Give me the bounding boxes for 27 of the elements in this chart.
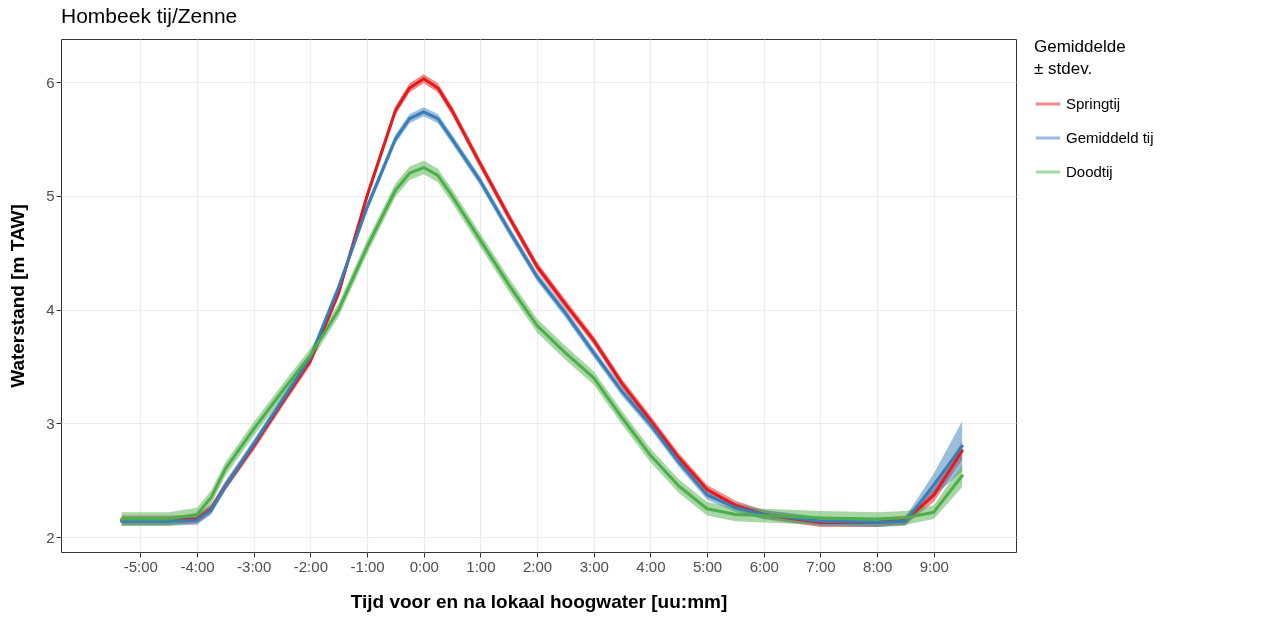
x-tick-label: 0:00 <box>409 557 439 575</box>
y-tick-label: 3 <box>46 414 55 432</box>
x-axis-title: Tijd voor en na lokaal hoogwater [uu:mm] <box>350 590 728 612</box>
y-tick-label: 5 <box>46 187 55 205</box>
x-tick-label: 6:00 <box>749 557 779 575</box>
x-tick-label: -4:00 <box>180 557 215 575</box>
legend-label: Gemiddeld tij <box>1066 129 1154 146</box>
x-tick-label: 1:00 <box>466 557 496 575</box>
chart-title: Hombeek tij/Zenne <box>61 4 238 27</box>
y-tick-label: 4 <box>46 301 55 319</box>
x-tick-label: -5:00 <box>123 557 158 575</box>
x-tick-label: 2:00 <box>522 557 553 575</box>
x-tick-label: 7:00 <box>806 557 836 575</box>
x-tick-label: -3:00 <box>237 557 272 575</box>
legend-label: Springtij <box>1066 95 1121 112</box>
x-tick-label: 3:00 <box>579 557 609 575</box>
x-tick-label: -1:00 <box>350 557 385 575</box>
x-tick-label: 8:00 <box>863 557 893 575</box>
y-tick-label: 6 <box>46 73 55 91</box>
legend-title: Gemiddelde ± stdev. <box>1034 37 1126 78</box>
x-tick-label: -2:00 <box>293 557 328 575</box>
y-axis-title: Waterstand [m TAW] <box>7 204 29 388</box>
x-tick-label: 5:00 <box>693 557 723 575</box>
x-tick-label: 4:00 <box>636 557 666 575</box>
x-tick-label: 9:00 <box>919 557 949 575</box>
legend-label: Doodtij <box>1066 163 1113 180</box>
y-tick-label: 2 <box>46 528 55 546</box>
